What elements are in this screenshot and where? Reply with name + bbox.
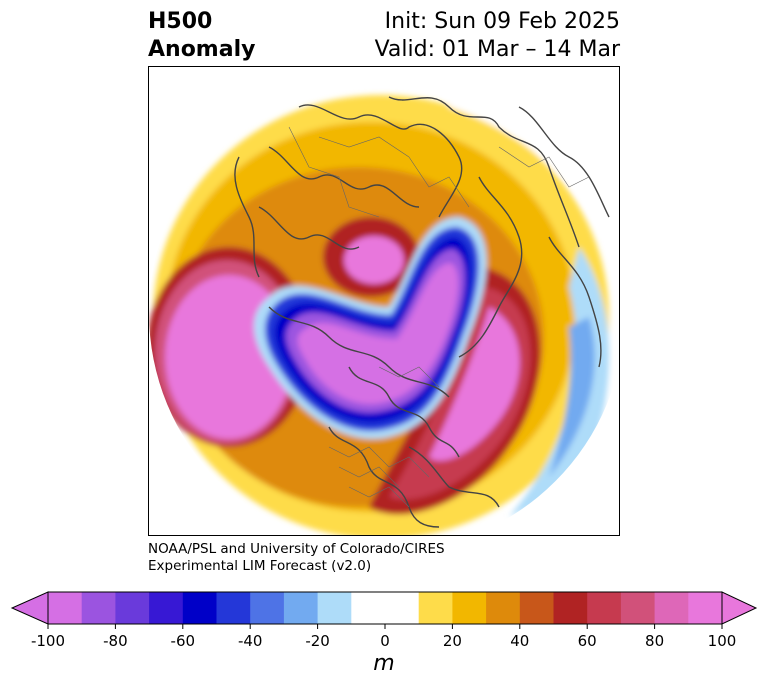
colorbar-tick-label: -100 [31,632,65,650]
colorbar-segment [553,592,588,624]
colorbar-segment [587,592,622,624]
title-line-1: H500 [148,9,213,34]
colorbar-segment [654,592,689,624]
colorbar-segment [519,592,554,624]
anomaly-map [148,66,620,536]
colorbar-segment [216,592,251,624]
colorbar-segment [182,592,217,624]
map-canvas [149,75,619,535]
colorbar-segment [351,592,386,624]
colorbar-segment [620,592,656,624]
title-line-2: Anomaly [148,37,256,62]
colorbar-segment [452,592,487,624]
credit-line-2: Experimental LIM Forecast (v2.0) [148,558,372,574]
colorbar-segment [250,592,285,624]
north-magenta [344,236,404,284]
colorbar-segments [48,592,723,624]
colorbar-tick-label: -60 [171,632,196,650]
colorbar-unit-label: m [373,651,394,676]
forecast-dates: Init: Sun 09 Feb 2025 Valid: 01 Mar – 14… [375,8,620,64]
colorbar-over-arrow [721,591,758,625]
colorbar-tick-label: -40 [238,632,263,650]
colorbar-tick-label: -80 [103,632,128,650]
colorbar-segment [48,592,83,624]
credit-text: NOAA/PSL and University of Colorado/CIRE… [148,541,445,575]
colorbar-svg: -100 -80 -60 -40 -20 0 20 40 60 80 100 m [10,591,758,676]
colorbar-tick-label: 0 [380,632,390,650]
central-violet [297,263,459,405]
colorbar-segment [385,592,420,624]
colorbar-segment [486,592,521,624]
colorbar-segment [418,592,453,624]
colorbar-tick-label: 20 [443,632,462,650]
coastlines [234,96,610,528]
colorbar-tick-label: 80 [645,632,664,650]
map-title: H500 Anomaly [148,8,255,64]
east-magenta [429,307,520,461]
colorbar: -100 -80 -60 -40 -20 0 20 40 60 80 100 m [0,586,768,686]
colorbar-tick-label: 40 [510,632,529,650]
credit-line-1: NOAA/PSL and University of Colorado/CIRE… [148,541,445,557]
colorbar-tick-label: 100 [708,632,737,650]
colorbar-segment [149,592,184,624]
colorbar-tick-label: -20 [305,632,330,650]
colorbar-segment [115,592,150,624]
colorbar-segment [317,592,352,624]
colorbar-ticks: -100 -80 -60 -40 -20 0 20 40 60 80 100 [31,624,736,650]
east-skyblue [549,317,595,477]
colorbar-segment [688,592,723,624]
valid-period: Valid: 01 Mar – 14 Mar [374,37,620,62]
colorbar-segment [81,592,116,624]
colorbar-segment [283,592,319,624]
colorbar-under-arrow [10,591,49,625]
init-date: Init: Sun 09 Feb 2025 [384,9,620,34]
borders [288,126,590,508]
colorbar-tick-label: 60 [578,632,597,650]
